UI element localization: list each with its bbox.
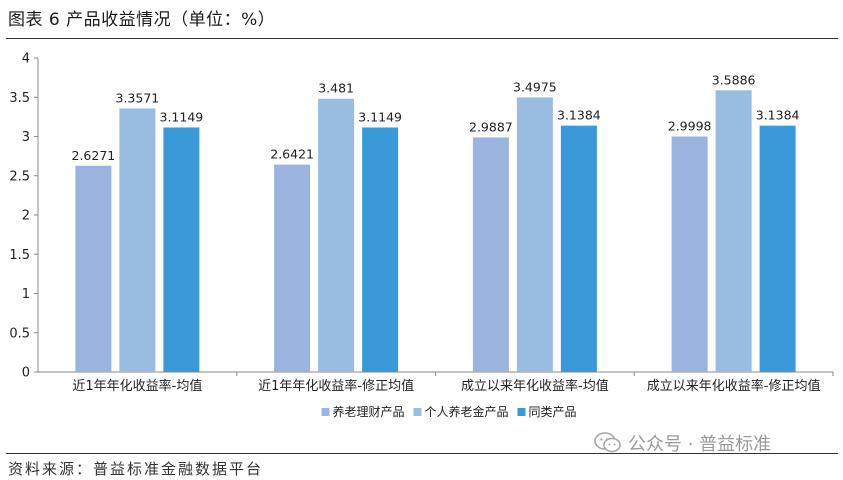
figure-title: 图表 6 产品收益情况（单位：%） [8, 10, 276, 30]
wechat-icon [594, 432, 621, 453]
bottom-rule [6, 453, 838, 454]
source-note: 资料来源：普益标准金融数据平台 [8, 460, 264, 478]
data-label: 3.1384 [756, 108, 800, 123]
bar [362, 127, 399, 372]
y-tick-label: 2.5 [9, 169, 30, 184]
bar [715, 90, 752, 373]
bar [516, 97, 553, 372]
legend-label: 同类产品 [529, 405, 577, 419]
bar [119, 108, 156, 372]
data-label: 3.4975 [513, 79, 557, 94]
data-label: 3.1384 [557, 108, 601, 123]
y-tick-label: 3 [22, 130, 30, 145]
x-tick-label: 近1年年化收益率-修正均值 [258, 378, 414, 394]
data-label: 3.5886 [712, 72, 756, 87]
data-label: 2.6271 [72, 148, 116, 163]
x-tick-label: 近1年年化收益率-均值 [72, 378, 202, 394]
y-tick-label: 3.5 [9, 91, 30, 106]
y-tick-label: 2 [22, 209, 30, 224]
y-tick-label: 0.5 [9, 326, 30, 341]
bar [472, 137, 509, 372]
watermark: 公众号 · 普益标准 [594, 430, 771, 456]
data-label: 3.3571 [116, 90, 160, 105]
bar [318, 98, 355, 372]
legend-swatch [413, 408, 422, 416]
bar [560, 125, 597, 373]
legend-label: 养老理财产品 [333, 404, 405, 419]
legend-swatch [321, 408, 330, 416]
watermark-text: 公众号 · 普益标准 [628, 434, 772, 455]
data-label: 3.1149 [358, 109, 402, 124]
bar [671, 136, 708, 372]
bar [274, 164, 311, 372]
top-rule [6, 38, 838, 39]
x-tick-label: 成立以来年化收益率-修正均值 [647, 378, 821, 394]
data-label: 2.6421 [270, 147, 314, 162]
y-tick-label: 4 [22, 52, 30, 67]
y-tick-label: 1 [22, 287, 30, 302]
data-label: 3.1149 [160, 109, 204, 124]
data-label: 3.481 [318, 81, 354, 96]
legend-label: 个人养老金产品 [425, 404, 509, 419]
bar-chart: 00.511.522.533.542.62713.35713.1149近1年年化… [9, 52, 834, 419]
data-label: 2.9998 [668, 119, 712, 134]
bar [759, 125, 796, 373]
legend-swatch [517, 408, 526, 416]
y-tick-label: 0 [22, 366, 30, 381]
x-tick-label: 成立以来年化收益率-均值 [461, 378, 609, 394]
bar [163, 127, 200, 372]
data-label: 2.9887 [469, 119, 513, 134]
y-tick-label: 1.5 [9, 248, 30, 263]
bar [75, 165, 112, 372]
